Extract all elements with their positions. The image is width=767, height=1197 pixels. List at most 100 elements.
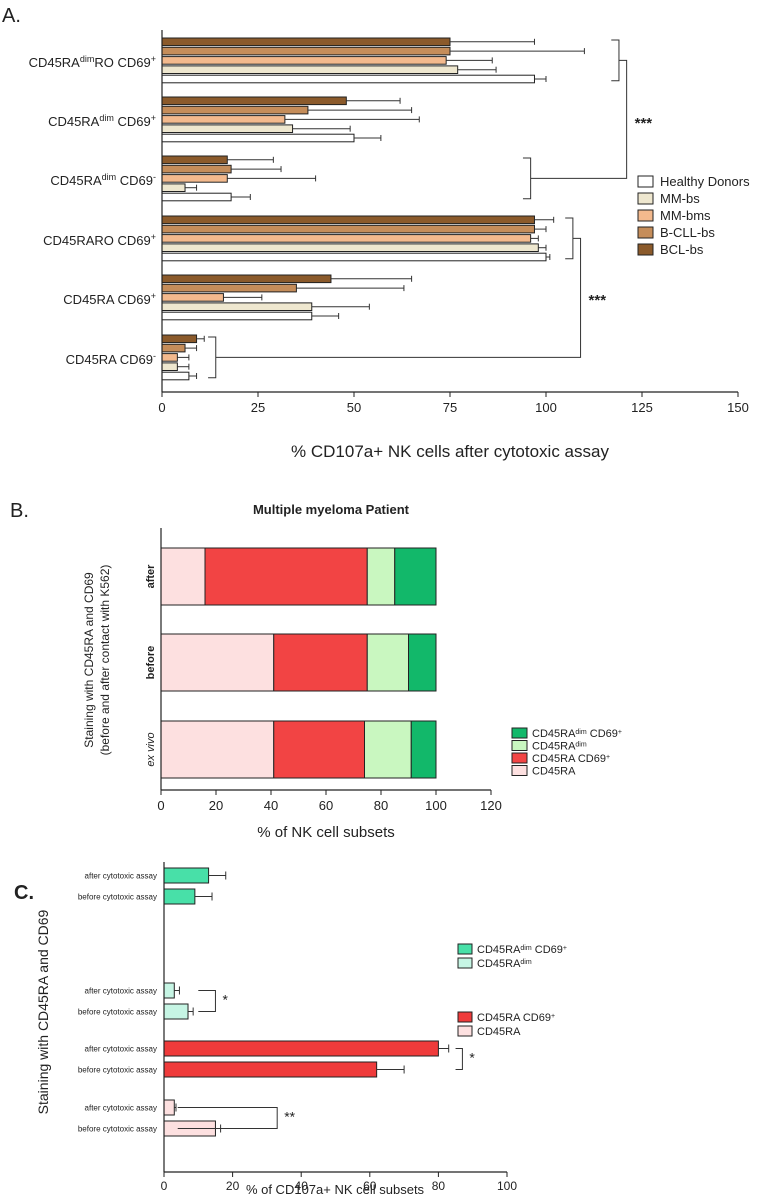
- panel-a-bar: [161, 133, 355, 143]
- panel-b-x-tick-label: 100: [425, 798, 447, 813]
- panel-b-bar-segment: [366, 547, 396, 606]
- panel-c-bar: [163, 982, 175, 999]
- panel-a-category-label: CD45RAdim CD69+: [48, 113, 156, 129]
- label-superscript: +: [151, 54, 156, 64]
- panel-a-bar: [161, 192, 232, 202]
- panel-b-legend-label: CD45RA: [532, 766, 576, 778]
- panel-a-x-tick-label: 25: [251, 400, 265, 415]
- panel-b-legend-swatch: [511, 752, 528, 764]
- panel-b-bar-segment: [394, 547, 437, 606]
- panel-a-bracket: [522, 157, 532, 200]
- panel-b-category-label: after: [145, 564, 157, 589]
- panel-c-x-tick-label: 80: [432, 1179, 446, 1193]
- label-superscript: dim: [102, 172, 117, 182]
- panel-a-x-tick-label: 100: [535, 400, 557, 415]
- panel-c-legend-label: CD45RA: [477, 1026, 521, 1038]
- label-text: RO CD69: [94, 55, 150, 70]
- label-superscript: dim: [575, 741, 586, 748]
- panel-a-legend-label: MM-bs: [660, 191, 700, 206]
- label-superscript: +: [151, 113, 156, 123]
- panel-a-bracket-link: [530, 59, 628, 179]
- label-text: CD69: [532, 944, 563, 956]
- panel-b-bar-segment: [273, 720, 365, 779]
- panel-a-legend-swatch: [637, 192, 654, 205]
- panel-a-bar: [161, 65, 459, 75]
- label-text: CD69: [114, 114, 151, 129]
- panel-c-legend-swatch: [457, 1011, 473, 1023]
- panel-c-row-label: after cytotoxic assay: [85, 987, 157, 996]
- label-superscript: +: [606, 754, 610, 761]
- panel-b-bar-segment: [204, 547, 368, 606]
- panel-c-legend-label: CD45RAdim: [477, 958, 532, 970]
- panel-b-bar-segment: [160, 720, 275, 779]
- panel-b-x-tick-label: 80: [374, 798, 388, 813]
- panel-c-bar: [163, 1003, 189, 1020]
- panel-c-y-axis-label: Staining with CD45RA and CD69: [35, 909, 51, 1114]
- panel-c-row-label: before cytotoxic assay: [78, 1066, 157, 1075]
- panel-c-significance: *: [222, 992, 228, 1008]
- panel-a-bar: [161, 105, 309, 115]
- label-text: CD45RA: [48, 114, 100, 129]
- panel-a-bar: [161, 302, 313, 311]
- panel-a-bar: [161, 334, 198, 344]
- panel-b-x-tick-label: 120: [480, 798, 502, 813]
- panel-a-legend-label: B-CLL-bs: [660, 225, 715, 240]
- panel-a-x-axis-label: % CD107a+ NK cells after cytotoxic assay: [291, 442, 609, 461]
- panel-c-legend-swatch: [457, 943, 473, 955]
- panel-a-bar: [161, 96, 347, 106]
- panel-a-bar: [161, 215, 535, 225]
- label-text: CD45RA: [50, 173, 102, 188]
- panel-b-bar-segment: [364, 720, 412, 779]
- panel-c-legend-label: CD45RAdim CD69+: [477, 944, 567, 956]
- panel-c-bracket: [177, 1107, 278, 1129]
- panel-a-category-label: CD45RAdim CD69-: [50, 172, 156, 188]
- panel-b-y-axis-label: (before and after contact with K562): [98, 565, 112, 756]
- panel-b-x-tick-label: 40: [264, 798, 278, 813]
- panel-b-bar-segment: [408, 633, 437, 692]
- panel-a-legend-label: MM-bms: [660, 208, 711, 223]
- panel-a-bar: [161, 234, 532, 243]
- label-superscript: dim: [575, 729, 586, 736]
- label-text: CD45RA: [29, 55, 81, 70]
- panel-a-bar: [161, 124, 294, 134]
- panel-a-significance: ***: [589, 292, 607, 309]
- panel-c-legend-swatch: [457, 957, 473, 969]
- panel-a-bracket: [565, 217, 574, 260]
- label-superscript: -: [153, 172, 156, 182]
- panel-a-bar: [161, 174, 228, 183]
- label-text: CD45RARO CD69: [43, 233, 151, 248]
- panel-a-label: A.: [2, 5, 21, 27]
- label-superscript: dim: [99, 113, 114, 123]
- panel-a-bar: [161, 155, 228, 165]
- panel-a-x-tick-label: 50: [347, 400, 361, 415]
- panel-c-significance: **: [284, 1109, 295, 1125]
- panel-a-bar: [161, 164, 232, 174]
- panel-a-bar: [161, 362, 178, 371]
- label-superscript: +: [151, 291, 156, 301]
- label-text: CD45RA: [477, 1026, 521, 1038]
- panel-a-category-label: CD45RA CD69-: [66, 351, 156, 367]
- label-superscript: dim: [520, 945, 531, 952]
- label-superscript: +: [563, 945, 567, 952]
- panel-c-significance: *: [469, 1050, 475, 1066]
- panel-c-bar: [163, 1099, 175, 1116]
- panel-a-bar: [161, 115, 286, 124]
- panel-b-title: Multiple myeloma Patient: [253, 502, 410, 517]
- panel-a-legend-label: BCL-bs: [660, 242, 704, 257]
- panel-b-legend-label: CD45RA CD69+: [532, 753, 610, 765]
- panel-b-bar-segment: [410, 720, 437, 779]
- panel-a-bar: [161, 311, 313, 321]
- panel-a-category-label: CD45RARO CD69+: [43, 232, 156, 248]
- panel-b-bar-segment: [160, 633, 275, 692]
- panel-c-label: C.: [14, 882, 34, 904]
- panel-a-bracket: [611, 39, 620, 82]
- panel-a-bar: [161, 252, 547, 262]
- panel-c-bracket: [455, 1048, 463, 1070]
- panel-a-category-label: CD45RAdimRO CD69+: [29, 54, 156, 70]
- panel-a-category-label: CD45RA CD69+: [63, 291, 156, 307]
- label-superscript: dim: [520, 959, 531, 966]
- panel-a-bar: [161, 183, 186, 192]
- panel-a-legend-swatch: [637, 226, 654, 239]
- panel-a-bracket: [208, 336, 217, 379]
